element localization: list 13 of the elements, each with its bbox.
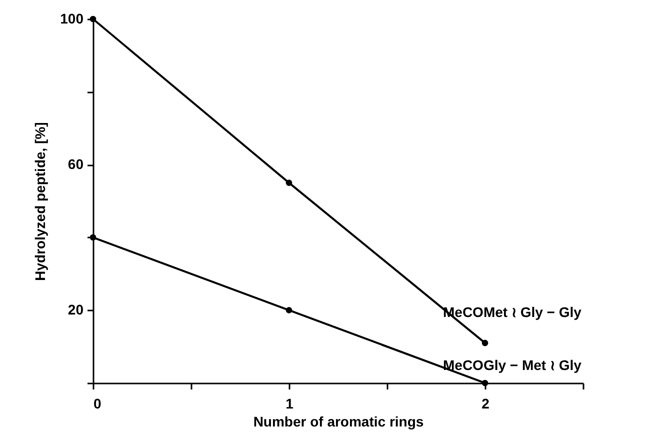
point (286, 307, 292, 314)
x-tick-label: 0 (94, 396, 102, 412)
y-tick-label: 100 (60, 10, 84, 26)
series-label: MeCOGly − Met ≀ Gly (443, 357, 582, 373)
y-axis-title: Hydrolyzed peptide, [%] (32, 122, 48, 281)
point (286, 180, 292, 186)
point (482, 380, 488, 386)
x-tick-label: 1 (286, 396, 294, 412)
x-tick-label: 2 (482, 396, 490, 412)
y-tick-label: 20 (68, 302, 84, 318)
x-axis-title: Number of aromatic rings (253, 414, 424, 430)
y-tick-label: 60 (68, 156, 84, 172)
point (482, 340, 488, 346)
